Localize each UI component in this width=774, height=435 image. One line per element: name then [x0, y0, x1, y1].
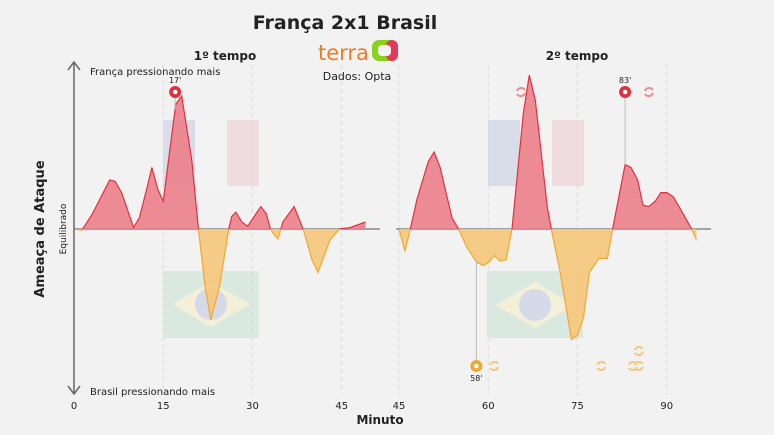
france-pressure-line — [399, 74, 693, 229]
zero-label: Equilibrado — [59, 203, 69, 254]
france-pressure-area — [399, 75, 697, 229]
x-tick-label: 45 — [393, 401, 406, 412]
substitution-icon — [633, 346, 644, 356]
x-tick-label: 75 — [571, 401, 584, 412]
bottom-label: Brasil pressionando mais — [90, 387, 215, 398]
x-tick-label: 90 — [660, 401, 673, 412]
chart-title: França 2x1 Brasil — [253, 12, 438, 34]
sub-arrow — [633, 361, 644, 366]
brazil-pressure-line — [73, 229, 345, 321]
sub-arrow — [489, 366, 500, 371]
sub-arrow — [628, 366, 638, 371]
x-tick-label: 60 — [482, 401, 495, 412]
france-pressure-area — [74, 96, 366, 229]
panel-title-2: 2º tempo — [546, 49, 609, 63]
soccer-ball-icon-center — [474, 363, 479, 369]
goal-minute-label: 83' — [619, 76, 631, 85]
goal-minute-label: 58' — [470, 374, 482, 383]
substitution-icon — [643, 87, 654, 97]
sub-arrow — [644, 92, 654, 97]
sub-arrow — [516, 92, 526, 97]
sub-arrow — [633, 366, 644, 371]
area-series — [73, 74, 698, 341]
sub-arrow — [516, 87, 526, 92]
substitution-icon — [516, 87, 526, 97]
panel-title-1: 1º tempo — [194, 49, 257, 63]
y-axis-label: Ameaça de Ataque — [33, 160, 48, 297]
x-tick-label: 15 — [157, 401, 170, 412]
x-tick-label: 0 — [71, 401, 77, 412]
x-ticks: 0 15 30 45 45 60 75 90 — [71, 401, 673, 412]
y-axis — [67, 60, 81, 396]
top-label: França pressionando mais — [90, 67, 220, 78]
substitution-icon — [633, 361, 644, 371]
x-axis-label: Minuto — [356, 413, 403, 427]
france-pressure-line — [74, 94, 366, 229]
goal-minute-label: 17' — [169, 76, 181, 85]
sub-arrow — [633, 346, 644, 351]
brazil-pressure-area — [74, 229, 366, 320]
sub-arrow — [596, 366, 607, 371]
sub-arrow — [489, 361, 500, 366]
sub-arrow — [596, 361, 607, 366]
substitution-icon — [596, 361, 607, 371]
brand-wordmark: terra — [318, 41, 369, 65]
sub-arrow — [633, 351, 644, 356]
match-events: 17' 58' 83' — [169, 76, 654, 383]
gridlines — [74, 65, 711, 395]
x-tick-label: 30 — [246, 401, 259, 412]
substitution-icon — [489, 361, 500, 371]
soccer-ball-icon-center — [172, 89, 178, 95]
x-tick-label: 45 — [335, 401, 348, 412]
soccer-ball-icon-center — [622, 89, 628, 95]
terra-logo: terra — [318, 40, 398, 65]
sub-arrow — [643, 87, 654, 92]
data-source: Dados: Opta — [323, 70, 392, 83]
